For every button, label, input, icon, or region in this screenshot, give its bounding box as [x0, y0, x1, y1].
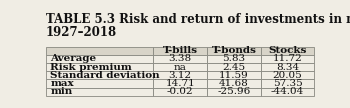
Text: 1927–2018: 1927–2018 [46, 26, 117, 39]
Bar [261, 71, 314, 79]
Text: 8.34: 8.34 [276, 63, 299, 72]
Bar [153, 63, 207, 71]
Text: -44.04: -44.04 [271, 87, 304, 96]
Text: -25.96: -25.96 [217, 87, 251, 96]
Bar [261, 87, 314, 96]
Text: 5.83: 5.83 [222, 54, 245, 63]
Text: max: max [50, 79, 74, 88]
Text: 11.72: 11.72 [273, 54, 302, 63]
Text: Standard deviation: Standard deviation [50, 71, 160, 80]
Bar [261, 63, 314, 71]
Text: Stocks: Stocks [268, 46, 307, 55]
Bar [207, 71, 261, 79]
Bar [153, 71, 207, 79]
Bar [207, 87, 261, 96]
Text: -0.02: -0.02 [167, 87, 194, 96]
Text: 11.59: 11.59 [219, 71, 249, 80]
Text: 57.35: 57.35 [273, 79, 302, 88]
Text: 41.68: 41.68 [219, 79, 249, 88]
Text: 2.45: 2.45 [222, 63, 245, 72]
Bar [207, 47, 261, 55]
Bar [153, 47, 207, 55]
Text: Risk premium: Risk premium [50, 63, 132, 72]
Text: TABLE 5.3 Risk and return of investments in major asset classes,: TABLE 5.3 Risk and return of investments… [46, 13, 350, 26]
Text: na: na [174, 63, 187, 72]
Bar [153, 79, 207, 87]
Bar [46, 71, 153, 79]
Bar [207, 63, 261, 71]
Bar [261, 47, 314, 55]
Text: Average: Average [50, 54, 96, 63]
Text: 20.05: 20.05 [273, 71, 302, 80]
Bar [46, 47, 153, 55]
Bar [261, 55, 314, 63]
Text: 14.71: 14.71 [165, 79, 195, 88]
Text: 3.12: 3.12 [169, 71, 192, 80]
Text: 3.38: 3.38 [169, 54, 192, 63]
Bar [153, 87, 207, 96]
Bar [207, 55, 261, 63]
Bar [153, 55, 207, 63]
Text: min: min [50, 87, 72, 96]
Bar [261, 79, 314, 87]
Bar [46, 55, 153, 63]
Bar [46, 87, 153, 96]
Bar [46, 79, 153, 87]
Bar [207, 79, 261, 87]
Text: T-bonds: T-bonds [211, 46, 256, 55]
Bar [46, 63, 153, 71]
Text: T-bills: T-bills [163, 46, 198, 55]
